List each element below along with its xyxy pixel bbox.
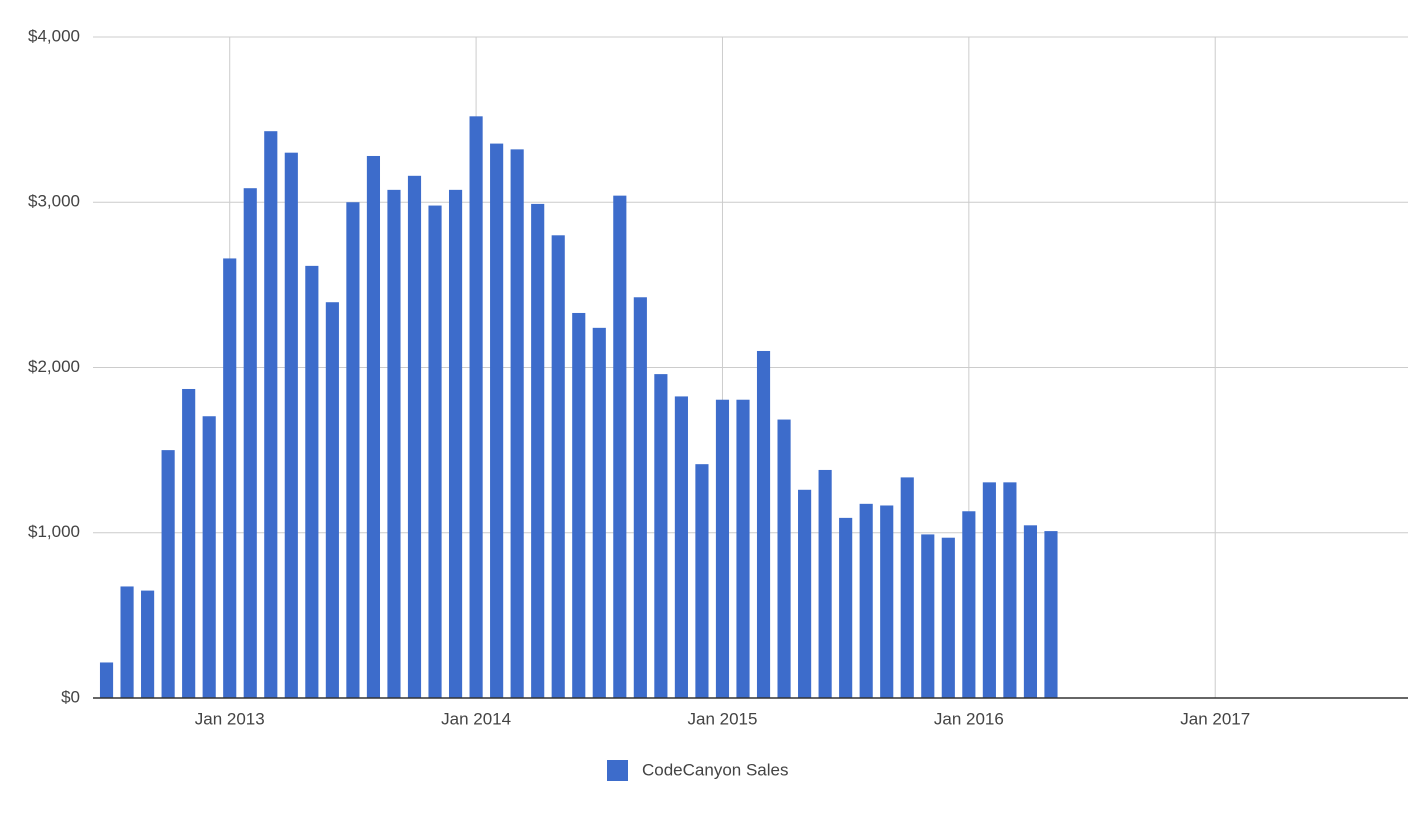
y-tick-label: $4,000 [28,26,80,45]
bar [982,482,996,698]
bar [900,477,914,698]
x-tick-label: Jan 2014 [441,709,511,728]
bar [243,188,257,699]
bar [592,327,606,698]
bar [325,302,339,698]
bar [99,662,114,698]
bar [798,489,812,698]
bar [182,388,196,698]
y-tick-label: $1,000 [28,522,80,541]
legend-label: CodeCanyon Sales [642,760,788,779]
bar [715,399,730,698]
bar [962,511,976,698]
bar [264,131,278,698]
bar [633,297,647,698]
bar [613,195,627,698]
bar [818,469,832,698]
bar [572,312,586,698]
bar [120,586,134,698]
bar [941,537,955,698]
bar [428,205,442,698]
y-tick-label: $3,000 [28,192,80,211]
bar [202,416,216,698]
bar [736,399,750,698]
bar [859,503,873,698]
bar [921,534,935,698]
bar [756,350,771,698]
bar [695,464,709,698]
bar [284,152,298,699]
x-tick-label: Jan 2015 [687,709,757,728]
bar [407,175,422,698]
bar [469,116,483,698]
bar [346,202,360,698]
bar [674,396,688,698]
legend-swatch [607,760,628,781]
x-tick-label: Jan 2013 [195,709,265,728]
bar [448,189,463,698]
y-tick-label: $0 [61,687,80,706]
bar [161,450,175,698]
bar [305,265,319,698]
bar [366,155,381,699]
bar [387,189,401,698]
bar [1003,482,1017,698]
y-tick-label: $2,000 [28,357,80,376]
bar [839,517,853,698]
bar [490,143,504,698]
x-tick-label: Jan 2016 [934,709,1004,728]
bar [777,419,791,698]
bar [1023,525,1038,698]
bar [654,374,668,698]
bar [141,590,155,698]
bar [531,203,545,698]
bar [510,149,524,698]
bar [1044,531,1058,698]
bar [880,505,894,698]
bar [223,258,237,698]
bar [551,235,565,699]
x-tick-label: Jan 2017 [1180,709,1250,728]
